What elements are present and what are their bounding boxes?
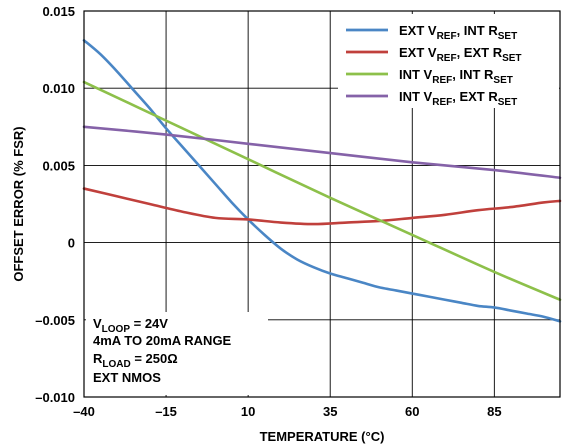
- series-line-3: [82, 80, 562, 302]
- series-line-2: [82, 187, 562, 226]
- y-axis-ticks: 0.015 0.010 0.005 0 –0.005 –0.010: [35, 4, 75, 405]
- y-tick-label: 0: [68, 236, 75, 251]
- legend: EXT VREF, INT RSET EXT VREF, EXT RSET INT …: [338, 14, 559, 108]
- annotation-background: [86, 312, 268, 395]
- x-tick-label: 60: [405, 404, 419, 419]
- x-tick-label: 85: [487, 404, 501, 419]
- series-line-1: [82, 39, 562, 323]
- legend-entry-1: EXT VREF, INT RSET: [399, 23, 517, 42]
- x-tick-label: –15: [155, 404, 177, 419]
- x-tick-label: 35: [323, 404, 337, 419]
- x-tick-label: –40: [73, 404, 95, 419]
- annotation-rload: RLOAD = 250Ω: [93, 351, 178, 370]
- y-axis-label: OFFSET ERROR (% FSR): [11, 126, 26, 281]
- legend-entry-4: INT VREF, EXT RSET: [399, 89, 517, 108]
- y-tick-label: 0.015: [42, 4, 75, 19]
- x-axis-ticks: –40 –15 10 35 60 85: [73, 404, 501, 419]
- annotation-nmos: EXT NMOS: [93, 370, 161, 385]
- series-line-4: [82, 125, 562, 180]
- annotation-vloop: VLOOP = 24V: [93, 316, 168, 335]
- annotation-range: 4mA TO 20mA RANGE: [93, 333, 232, 348]
- y-tick-label: 0.010: [42, 81, 75, 96]
- y-tick-label: –0.010: [35, 390, 75, 405]
- series-layer: [82, 39, 562, 323]
- legend-entry-2: EXT VREF, EXT RSET: [399, 45, 522, 64]
- conditions-annotation: VLOOP = 24V 4mA TO 20mA RANGE RLOAD = 25…: [86, 312, 268, 395]
- y-tick-label: –0.005: [35, 313, 75, 328]
- x-tick-label: 10: [241, 404, 255, 419]
- annotation-rload-subscript: LOAD: [102, 359, 130, 370]
- annotation-vloop-subscript: LOOP: [102, 324, 131, 335]
- y-tick-label: 0.005: [42, 158, 75, 173]
- x-axis-label: TEMPERATURE (°C): [260, 429, 385, 444]
- plot-frame: [83, 10, 561, 398]
- legend-entry-3: INT VREF, INT RSET: [399, 67, 513, 86]
